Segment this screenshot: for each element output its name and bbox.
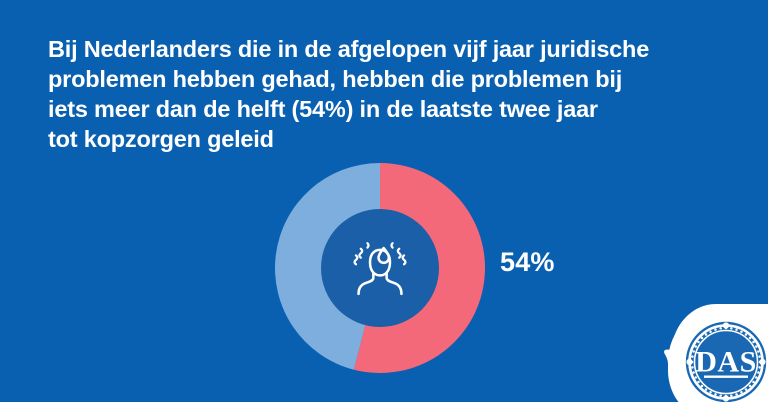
title-line-3: iets meer dan de helft (54%) in de laats… — [48, 96, 598, 122]
donut-hole — [321, 209, 439, 327]
logo-wordmark-underline — [704, 375, 748, 378]
title-line-1: Bij Nederlanders die in de afgelopen vij… — [48, 36, 650, 62]
donut-chart-svg — [275, 163, 485, 373]
title-line-4: tot kopzorgen geleid — [48, 126, 274, 152]
das-logo-svg: DAS — [664, 304, 768, 402]
donut-center — [321, 209, 439, 327]
page-title: Bij Nederlanders die in de afgelopen vij… — [48, 34, 720, 154]
title-line-2: problemen hebben gehad, hebben die probl… — [48, 66, 623, 92]
das-logo[interactable]: DAS — [664, 300, 768, 402]
logo-seal — [684, 320, 768, 402]
stressed-person-icon — [353, 242, 407, 296]
percent-value-label: 54% — [500, 247, 555, 277]
donut-chart — [275, 163, 485, 373]
logo-wordmark: DAS — [695, 346, 757, 379]
